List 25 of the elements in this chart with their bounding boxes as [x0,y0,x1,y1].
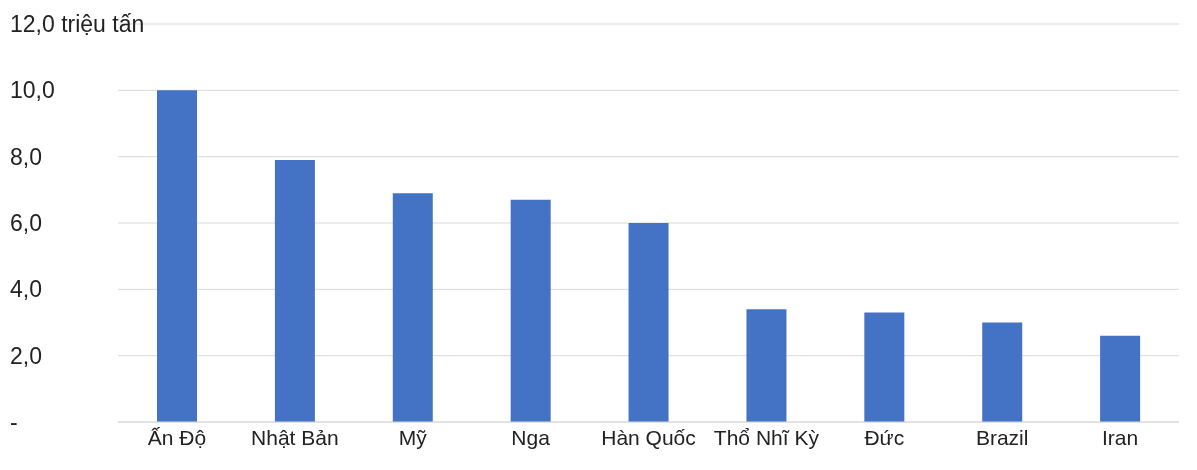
bar [628,223,669,422]
bar [392,193,433,422]
bar [274,159,315,422]
x-tick-label: Thổ Nhĩ Kỳ [713,425,820,449]
x-tick-label: Đức [864,425,905,449]
x-tick-label: Hàn Quốc [601,425,696,449]
y-tick-label: 2,0 [10,342,42,369]
bar [157,90,197,422]
y-tick-label: 4,0 [10,276,42,303]
x-tick-label: Ấn Độ [147,425,207,449]
bar [982,322,1023,422]
bar [510,199,551,422]
x-tick-label: Brazil [975,425,1029,449]
y-tick-label: 8,0 [10,143,42,170]
x-tick-label: Nga [511,425,551,449]
x-tick-label: Nhật Bản [251,425,339,449]
x-tick-label: Mỹ [398,425,428,449]
x-tick-label: Iran [1101,425,1139,449]
bar [864,312,905,422]
y-tick-label: 12,0 triệu tấn [10,11,145,37]
y-tick-label: 6,0 [10,210,42,236]
y-tick-label: 10,0 [10,77,55,104]
bar [1100,335,1141,422]
bar [746,309,787,422]
y-tick-label: - [10,409,18,435]
